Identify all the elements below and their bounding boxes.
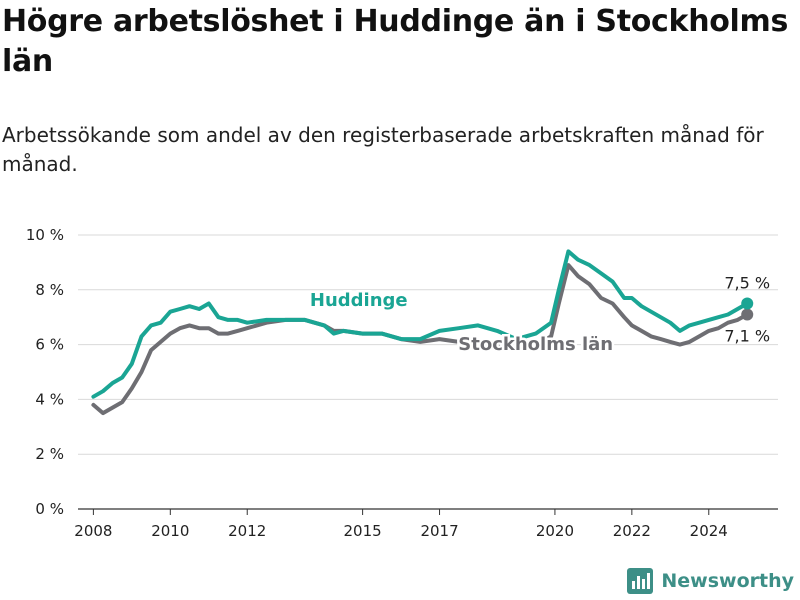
series-label: Stockholms län (458, 334, 613, 355)
series-label: Huddinge (310, 290, 408, 311)
end-value-label: 7,1 % (724, 326, 770, 345)
y-tick-label: 6 % (35, 336, 64, 354)
bar-chart-icon (627, 568, 654, 594)
series-line-stockholms-lan (91, 263, 750, 416)
y-tick-label: 8 % (35, 281, 64, 299)
series-lines (91, 249, 754, 416)
x-tick-label: 2012 (228, 522, 266, 540)
y-tick-label: 2 % (35, 445, 64, 463)
x-axis: 2008 2010 2012 2015 2017 2020 2022 2024 (74, 509, 728, 540)
y-tick-label: 0 % (35, 500, 64, 518)
brand-logo: Newsworthy (627, 568, 794, 594)
series-line-huddinge (91, 249, 750, 399)
brand-name: Newsworthy (661, 570, 794, 592)
gridlines (78, 234, 778, 510)
series-end-point (741, 308, 754, 321)
y-axis: 0 % 2 % 4 % 6 % 8 % 10 % (26, 226, 64, 518)
x-tick-label: 2024 (690, 522, 728, 540)
page-title: Högre arbetslöshet i Huddinge än i Stock… (2, 4, 789, 79)
x-tick-label: 2022 (613, 522, 651, 540)
line-chart: 0 % 2 % 4 % 6 % 8 % 10 % 2008 2010 2012 2015 2017… (26, 226, 778, 540)
series-end-point (741, 297, 754, 310)
x-tick-label: 2015 (344, 522, 382, 540)
series-labels: 7,1 % 7,5 % Huddinge Stockholms län (307, 274, 770, 358)
end-value-label: 7,5 % (724, 274, 770, 293)
x-tick-label: 2008 (74, 522, 112, 540)
page-subtitle: Arbetssökande som andel av den registerb… (2, 123, 764, 176)
x-tick-label: 2017 (420, 522, 458, 540)
x-tick-label: 2020 (536, 522, 574, 540)
x-tick-label: 2010 (151, 522, 189, 540)
y-tick-label: 10 % (26, 226, 64, 244)
y-tick-label: 4 % (35, 390, 64, 408)
